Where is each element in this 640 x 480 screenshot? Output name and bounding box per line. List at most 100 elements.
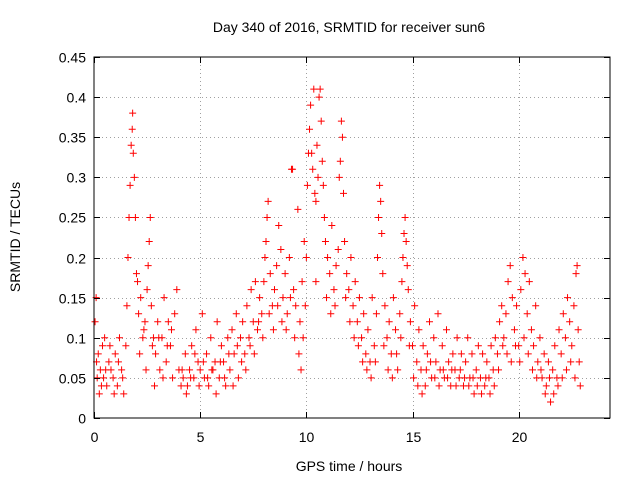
data-point [439, 366, 447, 374]
data-point [93, 374, 101, 382]
data-point [171, 310, 179, 318]
data-point [318, 157, 326, 165]
y-tick-label: 0.15 [59, 291, 86, 307]
data-point [129, 149, 137, 157]
data-point [533, 374, 541, 382]
y-axis-label: SRMTID / TECUs [7, 182, 23, 292]
data-point [351, 278, 359, 286]
data-point [142, 366, 150, 374]
data-point [113, 382, 121, 390]
data-point [573, 262, 581, 270]
data-point [98, 342, 106, 350]
data-point [498, 302, 506, 310]
data-point [472, 366, 480, 374]
data-point [124, 254, 132, 262]
data-point [413, 358, 421, 366]
data-point [187, 374, 195, 382]
data-point [376, 181, 384, 189]
data-point [507, 358, 515, 366]
y-tick-label: 0.35 [59, 130, 86, 146]
data-point [321, 238, 329, 246]
data-point [164, 318, 172, 326]
data-point [379, 270, 387, 278]
data-point [401, 213, 409, 221]
data-point [147, 302, 155, 310]
data-point [410, 374, 418, 382]
data-point [504, 278, 512, 286]
data-point [233, 342, 241, 350]
data-point [516, 358, 524, 366]
data-point [291, 334, 299, 342]
data-point [397, 334, 405, 342]
data-point [300, 238, 308, 246]
data-point [178, 366, 186, 374]
data-point [500, 334, 508, 342]
data-point [301, 302, 309, 310]
data-point [346, 318, 354, 326]
data-point [315, 93, 323, 101]
data-point [324, 254, 332, 262]
data-point [388, 374, 396, 382]
data-point [479, 350, 487, 358]
data-point [349, 302, 357, 310]
data-point [94, 350, 102, 358]
data-point [243, 302, 251, 310]
data-point [575, 358, 583, 366]
data-point [260, 278, 268, 286]
data-point [119, 374, 127, 382]
data-point [370, 342, 378, 350]
data-point [160, 294, 168, 302]
data-point [143, 286, 151, 294]
data-point [345, 286, 353, 294]
data-point [312, 197, 320, 205]
data-point [125, 213, 133, 221]
data-point [528, 366, 536, 374]
data-point [385, 318, 393, 326]
y-tick-label: 0.2 [67, 251, 87, 267]
data-point [317, 117, 325, 125]
data-point [482, 374, 490, 382]
grid-lines [94, 57, 610, 418]
y-tick-label: 0 [78, 411, 86, 427]
data-point [191, 350, 199, 358]
data-point [513, 302, 521, 310]
data-point [331, 302, 339, 310]
data-point [431, 374, 439, 382]
data-point [100, 374, 108, 382]
data-point [118, 366, 126, 374]
data-point [355, 294, 363, 302]
data-point [239, 318, 247, 326]
axis-ticks [94, 57, 610, 419]
data-point [120, 390, 128, 398]
data-point [275, 221, 283, 229]
data-point [405, 342, 413, 350]
data-point [490, 382, 498, 390]
data-point [427, 358, 435, 366]
data-point [551, 342, 559, 350]
data-point [290, 286, 298, 294]
data-point [453, 334, 461, 342]
data-point [561, 334, 569, 342]
data-point [343, 270, 351, 278]
data-point [221, 374, 229, 382]
data-point [430, 334, 438, 342]
data-point [192, 326, 200, 334]
data-point [152, 350, 160, 358]
data-point [550, 390, 558, 398]
data-point [102, 366, 110, 374]
data-point [234, 374, 242, 382]
data-point [367, 374, 375, 382]
data-point [109, 374, 117, 382]
data-point [572, 270, 580, 278]
data-point [238, 358, 246, 366]
data-point [524, 350, 532, 358]
data-point [146, 213, 154, 221]
data-point [334, 246, 342, 254]
data-point [303, 181, 311, 189]
data-point [380, 342, 388, 350]
data-point [340, 189, 348, 197]
data-point [181, 350, 189, 358]
data-point [487, 342, 495, 350]
data-point [404, 286, 412, 294]
data-point [506, 262, 514, 270]
